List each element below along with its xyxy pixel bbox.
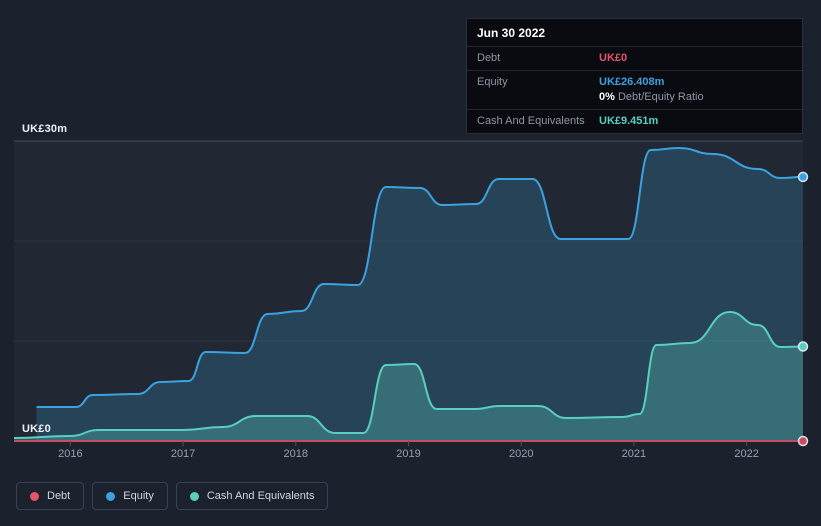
equity-endpoint-dot xyxy=(797,171,809,183)
x-tick-label: 2018 xyxy=(283,448,309,460)
cash-and-equivalents-endpoint-dot xyxy=(797,341,809,352)
y-axis-label-zero: UK£0 xyxy=(22,423,51,435)
chart-legend: Debt Equity Cash And Equivalents xyxy=(16,482,329,510)
equity-area xyxy=(36,148,804,441)
cash-and-equivalents-line xyxy=(13,311,804,439)
x-tick-label: 2017 xyxy=(170,448,196,460)
tooltip-debt-equity-ratio: 0% Debt/Equity Ratio xyxy=(599,90,792,105)
legend-cash-label: Cash And Equivalents xyxy=(206,490,315,502)
tooltip-row-debt: Debt UK£0 xyxy=(467,47,802,71)
tooltip-cash-label: Cash And Equivalents xyxy=(477,115,585,127)
tooltip-debt-label: Debt xyxy=(477,52,501,64)
x-tick-label: 2020 xyxy=(508,448,534,460)
cash-dot-icon xyxy=(189,491,199,501)
equity-line xyxy=(36,147,804,409)
x-axis: 2016 2017 2018 2019 2020 2021 2022 xyxy=(0,448,821,464)
legend-item-equity[interactable]: Equity xyxy=(92,482,168,510)
chart-tooltip: Jun 30 2022 Debt UK£0 Equity UK£26.408m … xyxy=(466,18,803,134)
tooltip-equity-label: Equity xyxy=(477,76,508,88)
ratio-caption: Debt/Equity Ratio xyxy=(614,91,704,103)
x-tick-label: 2019 xyxy=(396,448,421,460)
tooltip-equity-value: UK£26.408m xyxy=(599,76,665,88)
legend-debt-label: Debt xyxy=(47,490,71,502)
debt-endpoint-dot xyxy=(797,435,809,447)
y-axis-label-max: UK£30m xyxy=(22,123,68,135)
tooltip-row-equity: Equity UK£26.408m 0% Debt/Equity Ratio xyxy=(467,71,802,110)
tooltip-row-cash: Cash And Equivalents UK£9.451m xyxy=(467,110,802,133)
x-tick-label: 2022 xyxy=(734,448,759,460)
tooltip-date: Jun 30 2022 xyxy=(467,19,802,47)
equity-dot-icon xyxy=(106,491,116,501)
cash-and-equivalents-area xyxy=(14,312,803,441)
legend-item-cash[interactable]: Cash And Equivalents xyxy=(175,482,329,510)
ratio-percent: 0% xyxy=(599,91,615,103)
legend-item-debt[interactable]: Debt xyxy=(16,482,85,510)
tooltip-cash-value: UK£9.451m xyxy=(599,115,659,127)
legend-equity-label: Equity xyxy=(123,490,154,502)
tooltip-equity-cell: UK£26.408m 0% Debt/Equity Ratio xyxy=(599,75,792,105)
tooltip-debt-value: UK£0 xyxy=(599,52,628,64)
x-tick-label: 2021 xyxy=(621,448,647,460)
x-tick-label: 2016 xyxy=(58,448,83,460)
debt-dot-icon xyxy=(30,491,39,501)
